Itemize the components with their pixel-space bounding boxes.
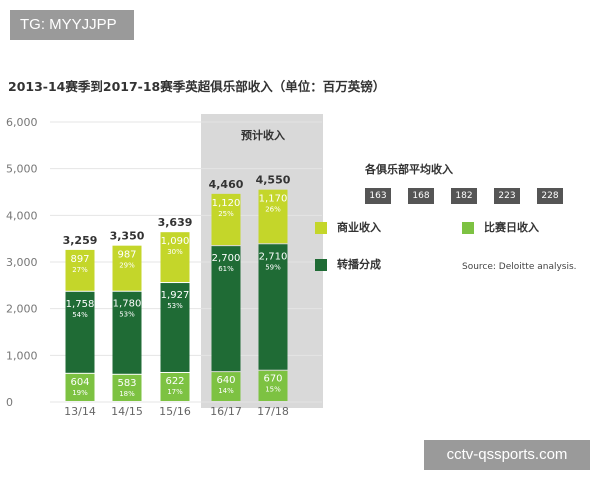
segment-value-label: 1,090: [161, 236, 190, 247]
source-note: Source: Deloitte analysis.: [462, 262, 577, 272]
x-tick-label: 17/18: [257, 405, 289, 418]
segment-value-label: 1,120: [212, 198, 241, 209]
legend-swatch: [315, 222, 327, 234]
chart-title: 2013-14赛季到2017-18赛季英超俱乐部收入（单位：百万英镑）: [8, 79, 386, 94]
segment-value-label: 1,758: [66, 299, 95, 310]
bar-segment: [258, 244, 288, 370]
legend-item-broadcast: 转播分成: [315, 258, 381, 272]
average-value-box: 182: [451, 188, 477, 204]
legend-label: 转播分成: [337, 258, 381, 271]
segment-value-label: 604: [70, 377, 89, 388]
segment-percent-label: 14%: [218, 387, 234, 395]
bar-segment: [65, 373, 95, 401]
segment-value-label: 897: [70, 254, 89, 265]
segment-value-label: 2,710: [259, 251, 288, 262]
segment-value-label: 1,927: [161, 290, 190, 301]
x-tick-label: 14/15: [111, 405, 143, 418]
segment-percent-label: 53%: [167, 302, 183, 310]
segment-percent-label: 54%: [72, 311, 88, 319]
legend-item-matchday: 比赛日收入: [462, 221, 539, 235]
bar-segment: [160, 372, 190, 401]
legend-swatch: [315, 259, 327, 271]
x-tick-label: 16/17: [210, 405, 242, 418]
segment-percent-label: 19%: [72, 389, 88, 397]
y-tick-label: 1,000: [6, 349, 38, 362]
legend-item-commercial: 商业收入: [315, 221, 381, 235]
bar-total-label: 4,550: [256, 174, 291, 187]
y-tick-label: 2,000: [6, 303, 38, 316]
average-value-box: 228: [537, 188, 563, 204]
segment-value-label: 670: [263, 374, 282, 385]
segment-value-label: 1,780: [113, 299, 142, 310]
segment-percent-label: 59%: [265, 263, 281, 271]
average-value-box: 168: [408, 188, 434, 204]
bar-segment: [160, 232, 190, 283]
bar-segment: [258, 189, 288, 244]
segment-percent-label: 53%: [119, 311, 135, 319]
bar-segment: [258, 370, 288, 401]
segment-percent-label: 17%: [167, 388, 183, 396]
segment-percent-label: 61%: [218, 265, 234, 273]
bar-segment: [112, 374, 142, 401]
bar-total-label: 3,350: [110, 230, 145, 243]
bar-segment: [211, 372, 241, 401]
segment-percent-label: 26%: [265, 206, 281, 214]
bar-total-label: 4,460: [209, 178, 244, 191]
segment-percent-label: 15%: [265, 386, 281, 394]
segment-value-label: 640: [216, 375, 235, 386]
x-tick-label: 15/16: [159, 405, 191, 418]
segment-value-label: 2,700: [212, 253, 241, 264]
bar-total-label: 3,259: [63, 234, 98, 247]
bar-segment: [160, 283, 190, 372]
y-tick-label: 0: [6, 396, 13, 409]
segment-value-label: 1,170: [259, 194, 288, 205]
forecast-label: 预计收入: [241, 129, 285, 142]
segment-percent-label: 18%: [119, 390, 135, 398]
bar-segment: [65, 291, 95, 373]
x-tick-label: 13/14: [64, 405, 96, 418]
legend-swatch: [462, 222, 474, 234]
segment-percent-label: 30%: [167, 248, 183, 256]
segment-value-label: 583: [117, 378, 136, 389]
segment-percent-label: 25%: [218, 210, 234, 218]
segment-percent-label: 29%: [119, 262, 135, 270]
watermark-top: TG: MYYJJPP: [10, 10, 134, 40]
average-value-box: 223: [494, 188, 520, 204]
bar-segment: [211, 246, 241, 372]
legend-label: 比赛日收入: [484, 221, 539, 234]
bar-total-label: 3,639: [158, 216, 193, 229]
legend-label: 商业收入: [337, 221, 381, 234]
segment-percent-label: 27%: [72, 266, 88, 274]
bar-segment: [112, 245, 142, 291]
y-tick-label: 5,000: [6, 163, 38, 176]
y-tick-label: 3,000: [6, 256, 38, 269]
average-revenue-title: 各俱乐部平均收入: [365, 163, 453, 176]
bar-segment: [65, 249, 95, 291]
y-tick-label: 6,000: [6, 116, 38, 129]
bar-segment: [211, 193, 241, 246]
average-value-box: 163: [365, 188, 391, 204]
segment-value-label: 622: [165, 376, 184, 387]
watermark-bottom: cctv-qssports.com: [424, 440, 590, 470]
bar-segment: [112, 291, 142, 374]
segment-value-label: 987: [117, 250, 136, 261]
y-tick-label: 4,000: [6, 209, 38, 222]
